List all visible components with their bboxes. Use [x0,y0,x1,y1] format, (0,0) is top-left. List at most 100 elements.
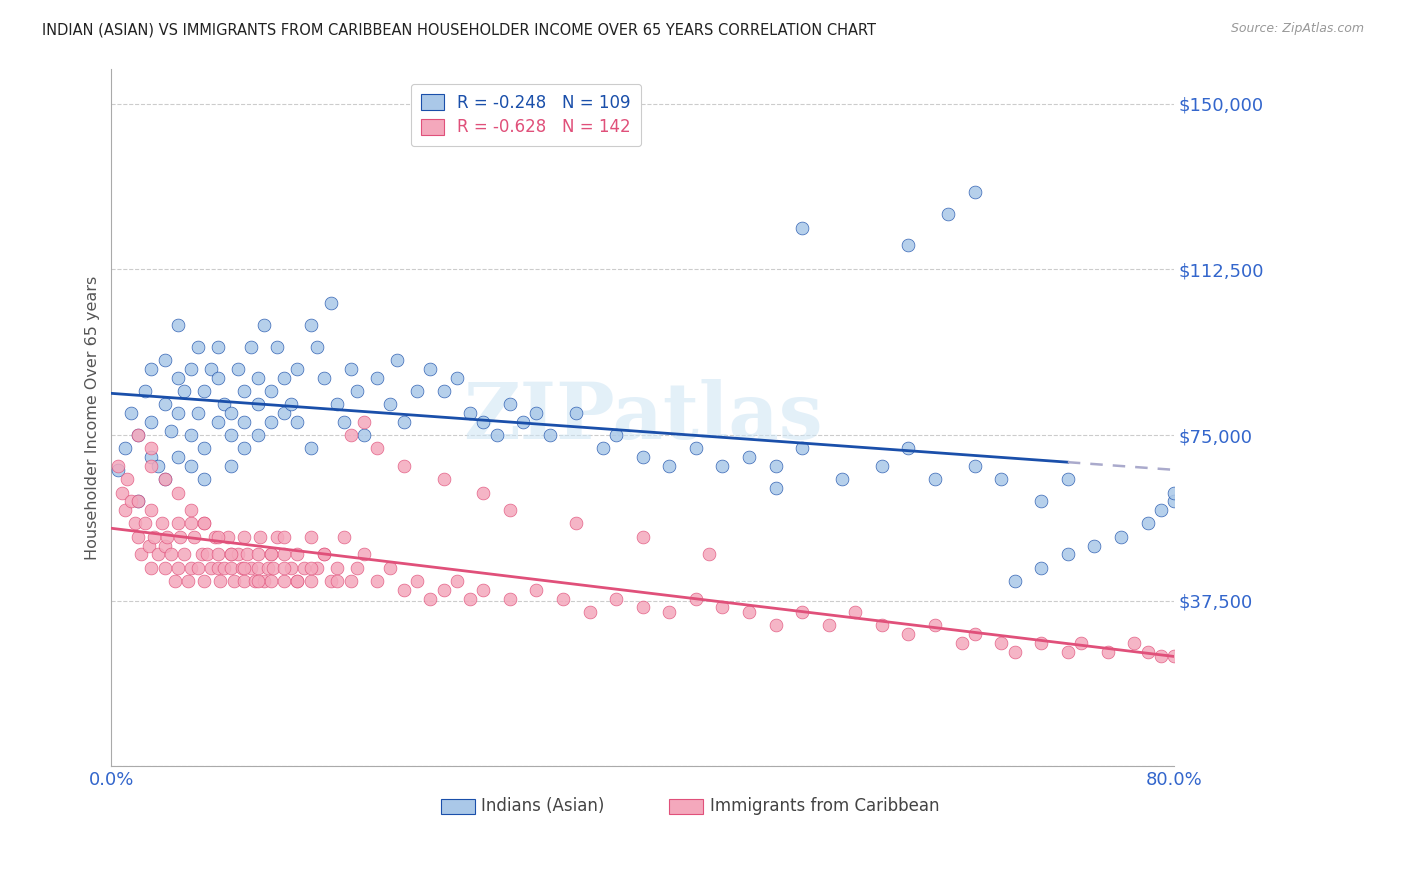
Point [592,442,614,456]
Point [765,618,787,632]
Point [326,560,349,574]
Point [190,548,212,562]
Point [366,574,388,588]
Point [346,560,368,574]
Point [406,574,429,588]
Point [187,340,209,354]
Point [685,442,707,456]
Point [551,591,574,606]
Point [233,415,256,429]
Point [307,560,329,574]
Point [180,503,202,517]
Point [266,530,288,544]
Point [280,397,302,411]
Point [458,406,481,420]
Point [1109,530,1132,544]
Point [1004,574,1026,588]
Point [273,574,295,588]
Point [236,548,259,562]
Point [406,384,429,398]
Point [831,472,853,486]
Point [153,472,176,486]
Point [233,574,256,588]
Point [239,340,262,354]
Point [160,424,183,438]
Point [141,560,163,574]
Point [446,574,468,588]
Point [273,548,295,562]
Point [1031,494,1053,508]
Point [141,450,163,465]
Point [253,574,276,588]
Point [141,503,163,517]
Point [127,428,149,442]
Point [246,548,269,562]
Point [166,450,188,465]
Point [765,458,787,473]
Point [219,458,242,473]
Point [458,591,481,606]
Point [485,428,508,442]
Point [307,340,329,354]
Point [319,295,342,310]
Point [432,384,454,398]
Point [299,318,322,332]
Point [287,415,309,429]
Point [219,548,242,562]
Point [1056,548,1078,562]
Point [117,472,139,486]
Point [207,560,229,574]
Point [685,591,707,606]
Point [897,238,920,252]
Point [200,362,222,376]
Point [697,548,720,562]
Point [214,560,236,574]
Point [153,472,176,486]
Point [153,539,176,553]
Point [392,582,415,597]
Point [1150,503,1173,517]
Point [380,397,402,411]
Point [233,384,256,398]
Point [631,450,654,465]
Point [166,406,188,420]
Point [127,530,149,544]
Point [1163,648,1185,663]
Text: ZIPatlas: ZIPatlas [463,379,823,456]
Text: INDIAN (ASIAN) VS IMMIGRANTS FROM CARIBBEAN HOUSEHOLDER INCOME OVER 65 YEARS COR: INDIAN (ASIAN) VS IMMIGRANTS FROM CARIBB… [42,22,876,37]
Point [1083,539,1105,553]
Text: Immigrants from Caribbean: Immigrants from Caribbean [710,797,939,815]
Point [346,384,368,398]
Point [260,574,283,588]
Point [287,574,309,588]
Point [141,362,163,376]
Point [339,428,361,442]
Point [366,370,388,384]
Point [246,428,269,442]
Point [246,560,269,574]
Point [243,574,266,588]
Point [127,494,149,508]
Point [166,318,188,332]
Point [207,340,229,354]
Point [526,582,548,597]
Point [233,530,256,544]
Point [738,450,761,465]
Point [299,442,322,456]
Point [257,560,280,574]
Point [219,548,242,562]
Point [193,516,215,531]
Point [263,560,285,574]
Point [177,574,200,588]
Point [446,370,468,384]
Point [1123,636,1146,650]
Point [134,516,156,531]
Point [936,207,959,221]
Point [287,362,309,376]
Point [870,458,893,473]
Point [207,370,229,384]
Text: Source: ZipAtlas.com: Source: ZipAtlas.com [1230,22,1364,36]
FancyBboxPatch shape [669,798,703,814]
Point [817,618,839,632]
Point [870,618,893,632]
